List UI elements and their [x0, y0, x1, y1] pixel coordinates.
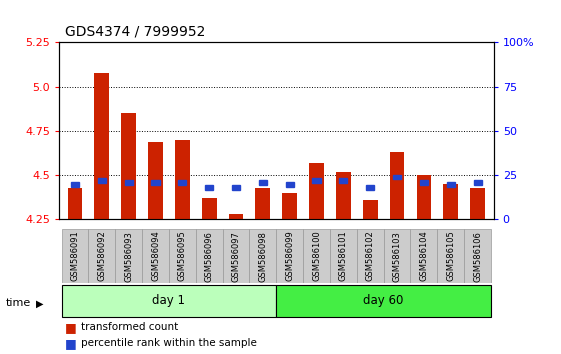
Text: GSM586105: GSM586105: [446, 231, 455, 281]
Bar: [178, 180, 186, 185]
Bar: [151, 180, 159, 185]
Bar: [125, 180, 133, 185]
Text: day 60: day 60: [364, 294, 404, 307]
Text: GSM586092: GSM586092: [98, 231, 107, 281]
Bar: [336, 172, 351, 219]
Bar: [470, 188, 485, 219]
Bar: [416, 175, 431, 219]
Bar: [363, 200, 378, 219]
Bar: [282, 193, 297, 219]
Text: GSM586095: GSM586095: [178, 231, 187, 281]
Bar: [169, 229, 196, 283]
Text: GDS4374 / 7999952: GDS4374 / 7999952: [65, 25, 205, 39]
Text: time: time: [6, 298, 31, 308]
Text: transformed count: transformed count: [81, 322, 178, 332]
Bar: [255, 188, 270, 219]
Bar: [420, 180, 428, 185]
Bar: [390, 152, 404, 219]
Text: GSM586094: GSM586094: [151, 231, 160, 281]
Text: GSM586103: GSM586103: [393, 231, 402, 281]
Bar: [464, 229, 491, 283]
Text: GSM586097: GSM586097: [232, 231, 241, 281]
Bar: [443, 184, 458, 219]
Text: GSM586102: GSM586102: [366, 231, 375, 281]
Bar: [473, 180, 482, 185]
Bar: [115, 229, 142, 283]
Text: GSM586104: GSM586104: [420, 231, 429, 281]
Bar: [68, 188, 82, 219]
Bar: [276, 285, 491, 317]
Bar: [142, 229, 169, 283]
Bar: [286, 182, 294, 187]
Bar: [303, 229, 330, 283]
Bar: [223, 229, 250, 283]
Text: ■: ■: [65, 321, 76, 334]
Bar: [276, 229, 303, 283]
Bar: [196, 229, 223, 283]
Bar: [393, 175, 401, 179]
Text: ■: ■: [65, 337, 76, 350]
Bar: [98, 178, 106, 183]
Bar: [232, 185, 240, 190]
Bar: [259, 180, 267, 185]
Text: day 1: day 1: [153, 294, 186, 307]
Text: GSM586091: GSM586091: [71, 231, 80, 281]
Bar: [384, 229, 411, 283]
Bar: [148, 142, 163, 219]
Text: GSM586098: GSM586098: [259, 231, 268, 281]
Bar: [94, 73, 109, 219]
Bar: [411, 229, 438, 283]
Bar: [205, 185, 213, 190]
Text: GSM586106: GSM586106: [473, 231, 482, 281]
Bar: [312, 178, 320, 183]
Bar: [447, 182, 455, 187]
Text: GSM586100: GSM586100: [312, 231, 321, 281]
Text: GSM586096: GSM586096: [205, 231, 214, 281]
Bar: [62, 229, 89, 283]
Text: GSM586101: GSM586101: [339, 231, 348, 281]
Bar: [366, 185, 374, 190]
Text: GSM586099: GSM586099: [285, 231, 294, 281]
Text: percentile rank within the sample: percentile rank within the sample: [81, 338, 257, 348]
Bar: [438, 229, 464, 283]
Bar: [250, 229, 276, 283]
Bar: [121, 113, 136, 219]
Bar: [62, 285, 276, 317]
Bar: [89, 229, 115, 283]
Bar: [71, 182, 79, 187]
Bar: [202, 198, 217, 219]
Bar: [330, 229, 357, 283]
Bar: [339, 178, 347, 183]
Text: ▶: ▶: [36, 298, 44, 308]
Bar: [175, 140, 190, 219]
Bar: [229, 214, 243, 219]
Bar: [309, 163, 324, 219]
Bar: [357, 229, 384, 283]
Text: GSM586093: GSM586093: [124, 231, 133, 281]
